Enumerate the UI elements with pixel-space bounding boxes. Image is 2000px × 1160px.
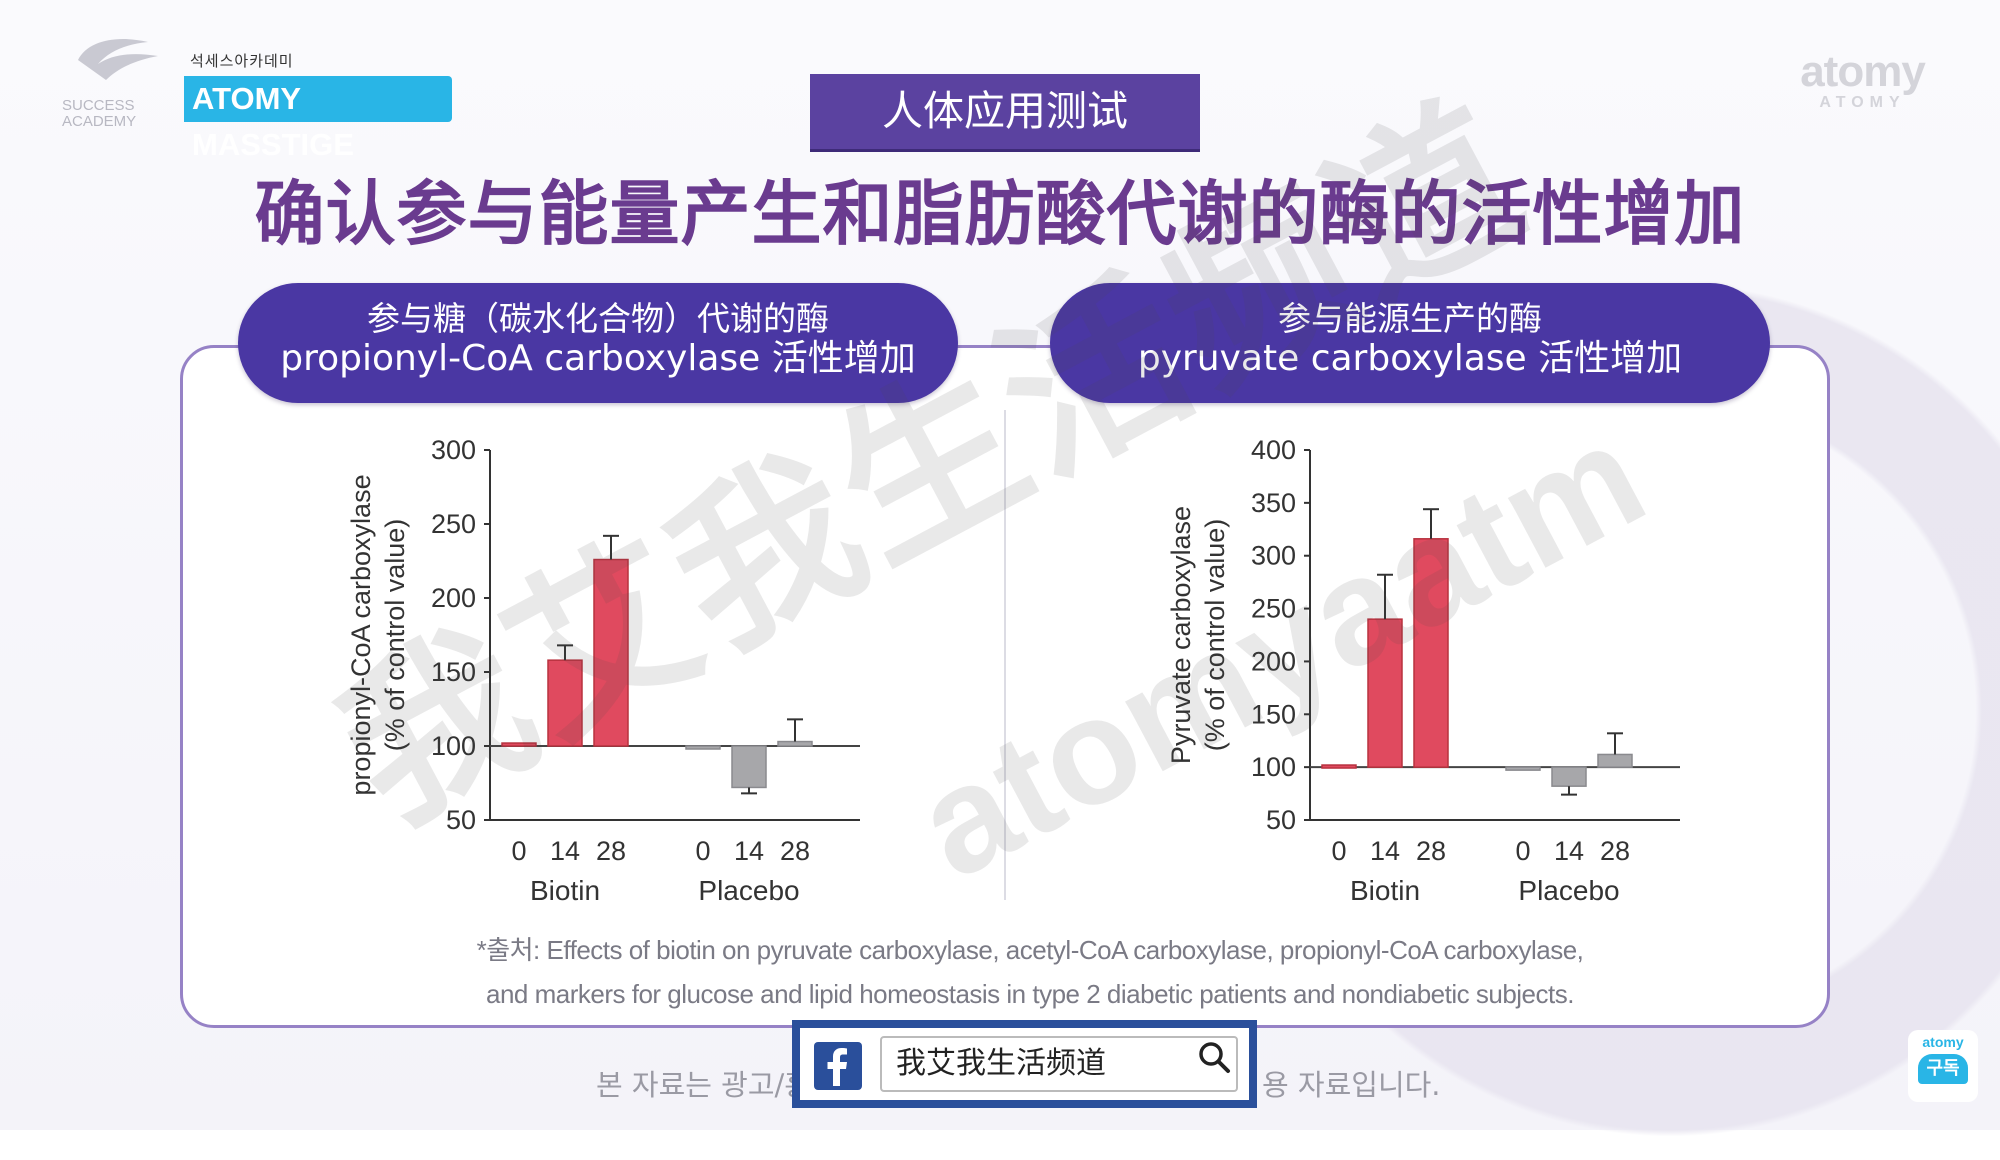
y-axis-label-unit: (% of control value) — [1200, 519, 1230, 752]
svg-text:SUCCESS: SUCCESS — [62, 97, 135, 114]
x-tick-label: 14 — [550, 836, 580, 866]
chart-propionyl-coa: propionyl-CoA carboxylase (% of control v… — [346, 435, 860, 906]
channel-search-bar[interactable]: 我艾我生活频道 — [792, 1020, 1257, 1108]
svg-text:ACADEMY: ACADEMY — [62, 113, 136, 130]
brand-small-text: 석세스아카데미 — [190, 52, 294, 70]
y-tick-label: 200 — [431, 583, 476, 613]
x-tick-label: 14 — [1554, 836, 1584, 866]
y-tick-label: 100 — [431, 731, 476, 761]
search-input[interactable]: 我艾我生活频道 — [880, 1036, 1238, 1092]
x-tick-label: 14 — [734, 836, 764, 866]
bar — [1321, 764, 1357, 769]
y-tick-label: 150 — [431, 657, 476, 687]
left-chart-header-line1: 参与糖（碳水化合物）代谢的酶 — [367, 299, 829, 338]
x-tick-label: 28 — [596, 836, 626, 866]
brand-logo-icon: SUCCESS ACADEMY — [62, 39, 158, 130]
x-tick-label: 0 — [1331, 836, 1346, 866]
citation-line1: *출처: Effects of biotin on pyruvate carbo… — [476, 935, 1584, 965]
subscribe-badge[interactable]: atomy 구독 — [1908, 1030, 1978, 1102]
bar — [777, 740, 813, 747]
y-tick-label: 250 — [1251, 594, 1296, 624]
footer-note-right: 용 자료입니다. — [1262, 1068, 1441, 1102]
y-axis-label-unit: (% of control value) — [380, 519, 410, 752]
right-chart-header-line1: 参与能源生产的酶 — [1278, 299, 1542, 338]
x-tick-label: 0 — [695, 836, 710, 866]
group-label: Placebo — [698, 875, 799, 906]
bar — [1551, 766, 1587, 787]
bar — [1597, 753, 1633, 768]
y-tick-label: 150 — [1251, 699, 1296, 729]
y-tick-label: 300 — [1251, 541, 1296, 571]
chart-divider — [1004, 410, 1006, 900]
citation-line2: and markers for glucose and lipid homeos… — [486, 979, 1574, 1009]
bar — [501, 742, 537, 747]
y-tick-label: 300 — [431, 435, 476, 465]
y-tick-label: 50 — [446, 805, 476, 835]
y-tick-label: 50 — [1266, 805, 1296, 835]
facebook-icon[interactable] — [814, 1042, 862, 1090]
y-tick-label: 200 — [1251, 646, 1296, 676]
bar — [1505, 766, 1541, 771]
left-chart-header-line2: propionyl-CoA carboxylase 活性增加 — [280, 338, 916, 379]
y-tick-label: 100 — [1251, 752, 1296, 782]
y-axis-label: Pyruvate carboxylase — [1166, 506, 1196, 764]
group-label: Biotin — [530, 875, 600, 906]
x-tick-label: 14 — [1370, 836, 1400, 866]
subscribe-button[interactable]: 구독 — [1918, 1054, 1968, 1084]
page-title: 确认参与能量产生和脂肪酸代谢的酶的活性增加 — [254, 173, 1746, 255]
group-label: Biotin — [1350, 875, 1420, 906]
bar — [1367, 618, 1403, 768]
x-tick-label: 28 — [780, 836, 810, 866]
search-icon[interactable] — [1197, 1040, 1231, 1074]
y-tick-label: 350 — [1251, 488, 1296, 518]
right-chart-header-line2: pyruvate carboxylase 活性增加 — [1137, 338, 1683, 379]
y-axis-label-group: propionyl-CoA carboxylase (% of control v… — [346, 474, 410, 795]
right-chart-header: 参与能源生产的酶 pyruvate carboxylase 活性增加 — [1050, 283, 1770, 403]
left-chart-header: 参与糖（碳水化合物）代谢的酶 propionyl-CoA carboxylase… — [238, 283, 958, 403]
bar — [547, 659, 583, 747]
atomy-logo: atomy ATOMY — [1795, 50, 1930, 112]
section-badge: 人体应用测试 — [810, 74, 1200, 149]
chart-pyruvate: Pyruvate carboxylase (% of control value)… — [1166, 435, 1680, 906]
y-tick-label: 250 — [431, 509, 476, 539]
subscribe-badge-brand: atomy — [1922, 1034, 1964, 1050]
y-axis-label: propionyl-CoA carboxylase — [346, 474, 376, 795]
y-tick-label: 400 — [1251, 435, 1296, 465]
x-tick-label: 0 — [1515, 836, 1530, 866]
bar — [685, 745, 721, 750]
footer-note-left: 본 자료는 광고/홍 — [596, 1068, 811, 1102]
x-tick-label: 28 — [1600, 836, 1630, 866]
bar — [731, 745, 767, 789]
y-axis-label-group: Pyruvate carboxylase (% of control value) — [1166, 506, 1230, 764]
bar — [593, 558, 629, 747]
x-tick-label: 0 — [511, 836, 526, 866]
brand-badge: ATOMY MASSTIGE — [184, 76, 452, 162]
x-tick-label: 28 — [1416, 836, 1446, 866]
bar — [1413, 538, 1449, 768]
atomy-logo-subtext: ATOMY — [1819, 94, 1906, 111]
citation: *출처: Effects of biotin on pyruvate carbo… — [370, 928, 1690, 1016]
group-label: Placebo — [1518, 875, 1619, 906]
atomy-logo-text: atomy — [1800, 47, 1926, 96]
